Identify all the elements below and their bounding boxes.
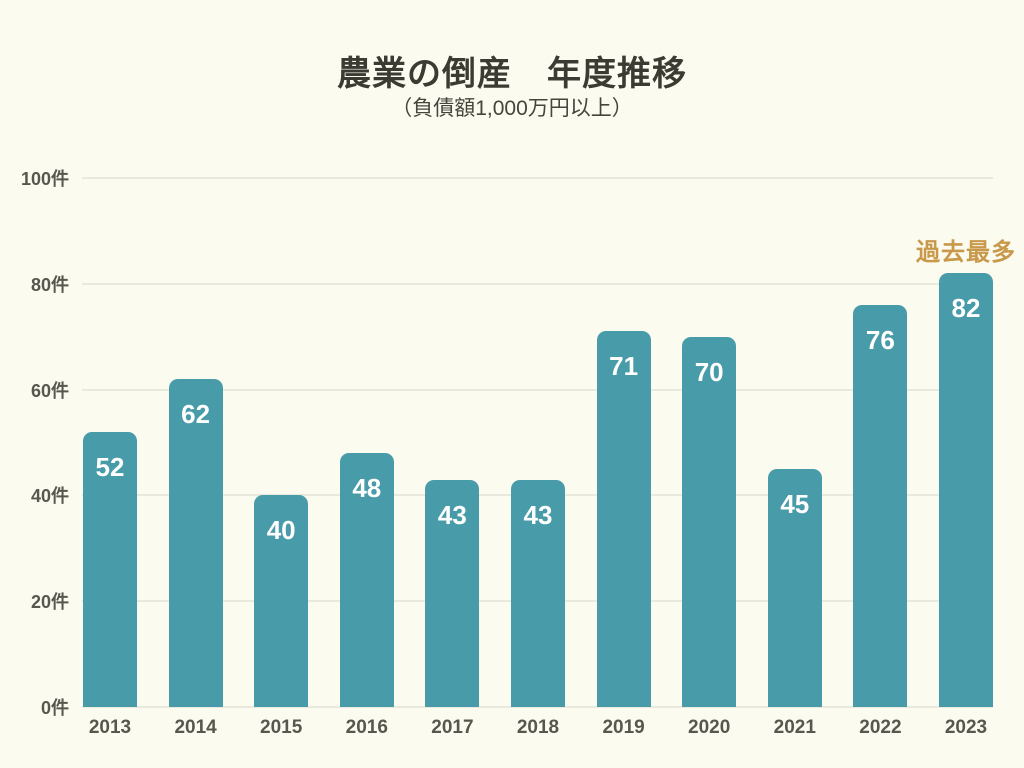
- y-axis-label-40: 40件: [30, 486, 69, 507]
- chart-title: 農業の倒産 年度推移: [337, 55, 687, 93]
- bar-value-label-2017: 43: [437, 499, 467, 530]
- gridline-0: [82, 706, 993, 708]
- bar-value-label-2023: 82: [951, 293, 981, 324]
- gridline-60: [82, 388, 993, 391]
- x-axis-label-2022: 2022: [859, 717, 902, 738]
- bar-value-label-2018: 43: [523, 499, 553, 530]
- bar-2016: 48: [339, 453, 394, 707]
- bar-value-label-2014: 62: [181, 399, 211, 430]
- x-axis-label-2019: 2019: [602, 717, 645, 738]
- y-axis-label-100: 100件: [20, 169, 69, 189]
- gridline-100: [82, 177, 993, 179]
- y-axis-label-60: 60件: [30, 380, 69, 401]
- x-axis-label-2013: 2013: [88, 717, 132, 738]
- bar-value-label-2016: 48: [352, 473, 382, 504]
- x-axis-label-2020: 2020: [688, 717, 731, 738]
- bar-2020: 70: [682, 336, 737, 707]
- bar-value-label-2015: 40: [266, 515, 296, 546]
- bar-value-label-2021: 45: [780, 488, 810, 519]
- bar-value-label-2019: 71: [609, 351, 639, 382]
- bar-2019: 71: [596, 331, 651, 707]
- y-axis-label-0: 0件: [40, 698, 69, 718]
- x-axis-label-2023: 2023: [944, 717, 988, 738]
- bar-2022: 76: [853, 304, 908, 707]
- bar-value-label-2022: 76: [865, 324, 895, 355]
- x-axis-label-2017: 2017: [431, 717, 474, 738]
- y-axis-label-20: 20件: [30, 592, 69, 613]
- bar-value-label-2020: 70: [694, 356, 724, 387]
- x-axis-label-2015: 2015: [260, 717, 303, 738]
- bar-2014: 62: [168, 379, 223, 707]
- x-axis-label-2014: 2014: [174, 717, 217, 738]
- x-axis-label-2016: 2016: [345, 717, 388, 738]
- bar-2023: 82: [939, 273, 993, 707]
- record-high-annotation: 過去最多: [916, 239, 1016, 266]
- gridline-80: [82, 282, 993, 285]
- bar-2013: 52: [83, 431, 137, 707]
- bar-2015: 40: [254, 495, 309, 707]
- bar-2021: 45: [767, 468, 822, 707]
- plot-area: 過去最多 0件 20件 40件 60件 80件 100件 52 2013 62 2014 40 201…: [21, 169, 1015, 738]
- y-axis-label-80: 80件: [30, 274, 69, 295]
- chart-subtitle: （負債額1,000万円以上）: [391, 97, 633, 120]
- bar-2017: 43: [425, 479, 480, 707]
- bar-value-label-2013: 52: [95, 451, 125, 482]
- x-axis-label-2021: 2021: [773, 717, 816, 738]
- x-axis-label-2018: 2018: [516, 717, 560, 738]
- bar-2018: 43: [511, 479, 565, 707]
